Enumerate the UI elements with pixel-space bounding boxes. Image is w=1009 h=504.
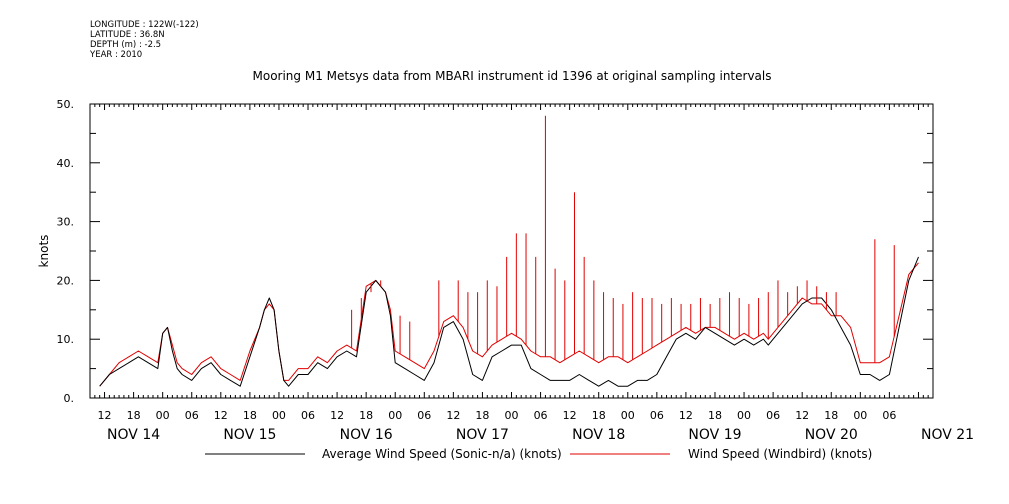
x-hour-label: 12 — [563, 409, 577, 422]
x-hour-label: 00 — [505, 409, 519, 422]
x-date-label: NOV 21 — [921, 427, 974, 443]
y-axis-ticks: 0. 10. 20. 30. 40. 50. — [57, 98, 933, 405]
chart-title: Mooring M1 Metsys data from MBARI instru… — [253, 69, 772, 83]
x-hour-label: 18 — [475, 409, 489, 422]
x-hour-label: 18 — [243, 409, 257, 422]
y-tick-label: 10. — [57, 333, 75, 346]
year-label: YEAR : 2010 — [90, 50, 143, 60]
x-hour-label: 12 — [679, 409, 693, 422]
x-hour-label: 00 — [621, 409, 635, 422]
x-date-label: NOV 17 — [456, 427, 509, 443]
legend: Average Wind Speed (Sonic-n/a) (knots) Wi… — [205, 447, 872, 461]
longitude-label: LONGITUDE : 122W(-122) — [90, 20, 199, 30]
x-hour-label: 12 — [795, 409, 809, 422]
x-date-label: NOV 18 — [572, 427, 625, 443]
x-hour-label: 12 — [446, 409, 460, 422]
x-hour-label: 18 — [359, 409, 373, 422]
x-hour-label: 06 — [417, 409, 431, 422]
x-hour-label: 06 — [650, 409, 664, 422]
x-hour-label: 18 — [824, 409, 838, 422]
x-hour-label: 06 — [301, 409, 315, 422]
x-hour-label: 12 — [330, 409, 344, 422]
x-hour-label: 12 — [214, 409, 228, 422]
x-hour-label: 00 — [388, 409, 402, 422]
y-tick-label: 50. — [57, 98, 75, 111]
metadata-block: LONGITUDE : 122W(-122) LATITUDE : 36.8N … — [90, 20, 199, 60]
x-hour-label: 18 — [127, 409, 141, 422]
legend-label-average-wind: Average Wind Speed (Sonic-n/a) (knots) — [322, 447, 562, 461]
x-date-label: NOV 15 — [223, 427, 276, 443]
x-hour-label: 06 — [766, 409, 780, 422]
x-hour-label: 00 — [737, 409, 751, 422]
x-date-label: NOV 19 — [688, 427, 741, 443]
x-hour-label: 06 — [882, 409, 896, 422]
legend-label-windbird: Wind Speed (Windbird) (knots) — [688, 447, 872, 461]
y-tick-label: 0. — [64, 392, 75, 405]
x-hour-label: 00 — [156, 409, 170, 422]
depth-label: DEPTH (m) : -2.5 — [90, 40, 162, 50]
series-line-windbird — [99, 262, 919, 387]
x-hour-label: 18 — [708, 409, 722, 422]
series-layer — [99, 115, 919, 387]
x-date-label: NOV 16 — [340, 427, 393, 443]
x-date-label: NOV 14 — [107, 427, 160, 443]
plot-border — [89, 103, 934, 399]
latitude-label: LATITUDE : 36.8N — [90, 30, 165, 40]
x-hour-label: 00 — [272, 409, 286, 422]
y-tick-label: 20. — [57, 274, 75, 287]
x-hour-label: 00 — [853, 409, 867, 422]
y-tick-label: 30. — [57, 216, 75, 229]
series-line-average-wind — [99, 256, 919, 387]
y-axis-label: knots — [37, 235, 51, 268]
x-hour-label: 06 — [185, 409, 199, 422]
y-tick-label: 40. — [57, 157, 75, 170]
x-date-label: NOV 20 — [805, 427, 858, 443]
plot-frame — [89, 103, 934, 399]
x-hour-label: 18 — [592, 409, 606, 422]
x-hour-label: 12 — [98, 409, 112, 422]
x-axis-ticks: 12 18 00 06 12 18 00 06 12 18 00 06 12 18 00 06 12 18 00 06… — [89, 104, 974, 443]
x-hour-label: 06 — [534, 409, 548, 422]
